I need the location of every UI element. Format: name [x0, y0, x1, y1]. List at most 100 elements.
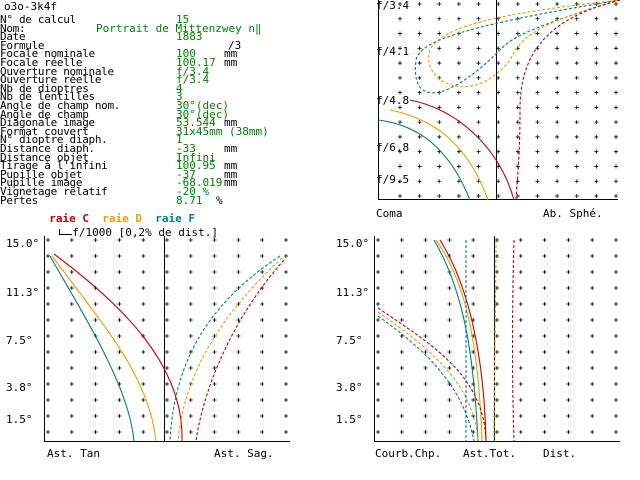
field-ylabel-4: 3.8°: [336, 381, 363, 394]
param-unit: /3: [228, 38, 242, 52]
param-value: 30°(dec): [176, 107, 229, 121]
astig-ylabel-5: 1.5°: [6, 413, 33, 426]
param-label: Pertes: [0, 193, 38, 207]
totastig-curve-c: [377, 307, 487, 442]
window-title: o3o-3k4f: [4, 0, 57, 13]
param-unit: mm: [224, 167, 238, 181]
field-curve-d: [435, 239, 483, 442]
param-label: Nb de lentilles: [0, 90, 95, 104]
field-ylabel-2: 11.3°: [336, 286, 370, 299]
param-value: f/3.4: [176, 64, 210, 78]
param-label: Pupille image: [0, 176, 83, 190]
param-value: 3: [176, 90, 183, 104]
coma-curve-d: [389, 109, 489, 201]
astig-tan-tag: Ast. Tan: [47, 447, 100, 460]
param-label: Nom:: [0, 21, 26, 35]
grid-marks: [398, 2, 618, 198]
field-ylabel-5: 1.5°: [336, 413, 363, 426]
sag-curve-c: [195, 259, 285, 442]
param-value: -37: [176, 167, 196, 181]
spherical-curve-c: [515, 0, 620, 201]
param-value: -20 %: [176, 185, 210, 198]
astig-ylabel-3: 7.5°: [6, 334, 33, 347]
param-label: N° dioptre diaph.: [0, 133, 108, 147]
scale-note-text: f/1000 [0,2% de dist.]: [72, 226, 218, 239]
param-label: Ouverture nominale: [0, 64, 114, 78]
coma-ylabel-3: f/4.8: [376, 94, 410, 107]
astig-sag-tag: Ast. Sag.: [214, 447, 274, 460]
param-value: 4: [176, 81, 183, 95]
astig-center-axis: [164, 236, 165, 442]
coma-left-axis: [378, 0, 379, 200]
param-unit: mm: [224, 159, 238, 173]
tan-curve-c: [53, 253, 183, 442]
grid-marks: [46, 238, 288, 434]
coma-ylabel-1: f/3.4: [376, 0, 410, 12]
coma-plot: [370, 0, 620, 205]
sag-curve-f: [169, 255, 281, 442]
param-label: Angle de champ nom.: [0, 99, 121, 112]
param-label: Format couvert: [0, 124, 89, 138]
param-label: Formule: [0, 38, 45, 52]
param-unit: %: [216, 193, 223, 207]
astig-left-axis: [44, 236, 45, 442]
param-value: 30°(dec): [176, 99, 229, 112]
param-value: 100: [176, 47, 196, 61]
param-label: Nb de dioptres: [0, 81, 89, 95]
coma-center-axis: [496, 0, 497, 200]
astig-ylabel-2: 11.3°: [6, 286, 40, 299]
coma-curve-f: [377, 119, 471, 201]
field-curvature-tag: Courb.Chp.: [375, 447, 442, 460]
distortion-curve-c: [511, 239, 515, 442]
param-label: Distance diaph.: [0, 142, 95, 155]
param-value: 53.544: [176, 116, 216, 130]
param-label: Tirage à l'infini: [0, 159, 108, 173]
param-value: 1883: [176, 30, 203, 44]
coma-tag: Coma: [376, 207, 403, 220]
distortion-tag: Dist.: [543, 447, 577, 460]
param-label: Date: [0, 30, 26, 44]
param-unit: mm: [224, 176, 238, 190]
field-curvature-plot: [374, 236, 620, 446]
scale-note: f/1000 [0,2% de dist.]: [46, 213, 218, 239]
legend-raie-f: raie F: [155, 212, 195, 225]
param-value: -33: [176, 142, 196, 155]
astig-bottom-axis: [44, 441, 290, 442]
spherical-curve-f: [414, 0, 620, 94]
spherical-aberration-tag: Ab. Sphé.: [543, 207, 603, 220]
tan-curve-d: [51, 255, 157, 442]
total-astig-tag: Ast.Tot.: [463, 447, 516, 460]
astigmatism-plot: [44, 236, 290, 446]
spherical-curve-d: [428, 0, 620, 88]
param-value: f/3.4: [176, 73, 210, 87]
scale-bar-icon: [59, 229, 73, 235]
param-unit: mm: [224, 116, 238, 130]
coma-bottom-axis: [378, 199, 618, 200]
param-label: Diagonale image: [0, 116, 95, 130]
astig-ylabel-4: 3.8°: [6, 381, 33, 394]
line-legend: raie C raie D raie F: [36, 199, 195, 225]
param-value: 1: [176, 133, 183, 147]
param-value: Infini: [176, 150, 216, 164]
tan-curve-f: [49, 255, 135, 442]
field-ylabel-3: 7.5°: [336, 334, 363, 347]
field-ylabel-1: 15.0°: [336, 237, 370, 250]
param-unit: mm: [224, 56, 238, 69]
param-label: Focale nominale: [0, 47, 95, 61]
param-value: Portrait de Mittenzwey n‖: [96, 21, 262, 35]
legend-raie-d: raie D: [102, 212, 142, 225]
param-value: 100.95: [176, 159, 216, 173]
field-bottom-axis: [374, 441, 620, 442]
param-value: 31x45mm (38mm): [176, 124, 269, 138]
param-label: N° de calcul: [0, 13, 76, 26]
param-value: -68.019: [176, 176, 223, 190]
param-label: Focale réelle: [0, 56, 83, 69]
totastig-curve-d: [377, 311, 479, 442]
param-label: Ouverture réelle: [0, 73, 102, 87]
param-value: 15: [176, 13, 190, 26]
param-label: Distance objet: [0, 150, 89, 164]
param-label: Angle de champ: [0, 107, 89, 121]
param-label: Vignetage relatif: [0, 185, 108, 198]
param-value: 8.71: [176, 193, 203, 207]
coma-ylabel-4: f/6.8: [376, 141, 410, 154]
